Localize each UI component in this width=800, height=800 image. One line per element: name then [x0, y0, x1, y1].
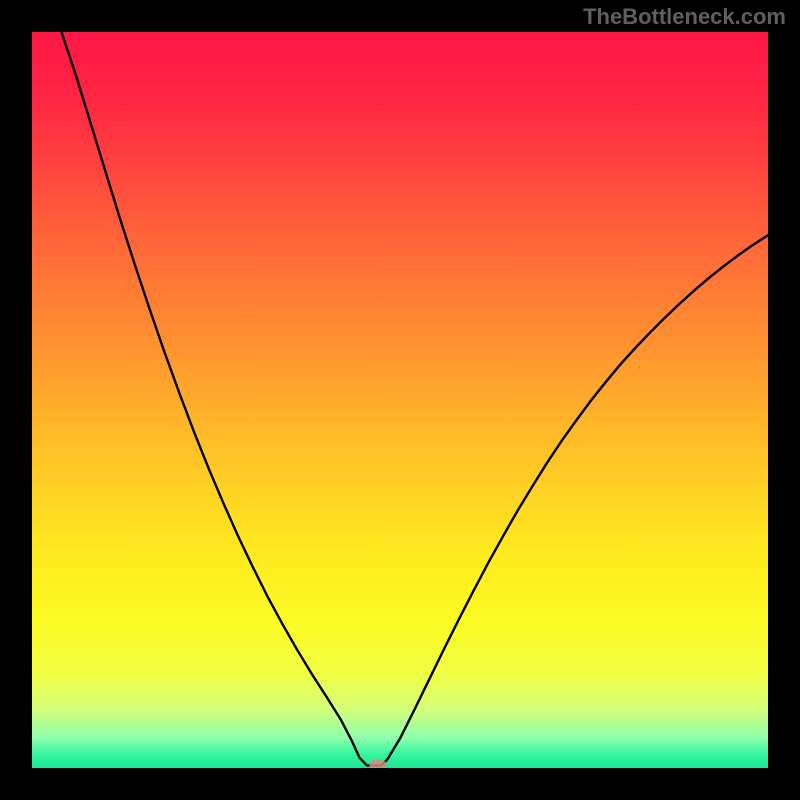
plot-area: [32, 32, 768, 768]
chart-frame: TheBottleneck.com: [0, 0, 800, 800]
watermark-text: TheBottleneck.com: [583, 4, 786, 30]
chart-svg: [32, 32, 768, 768]
plot-background: [32, 32, 768, 768]
